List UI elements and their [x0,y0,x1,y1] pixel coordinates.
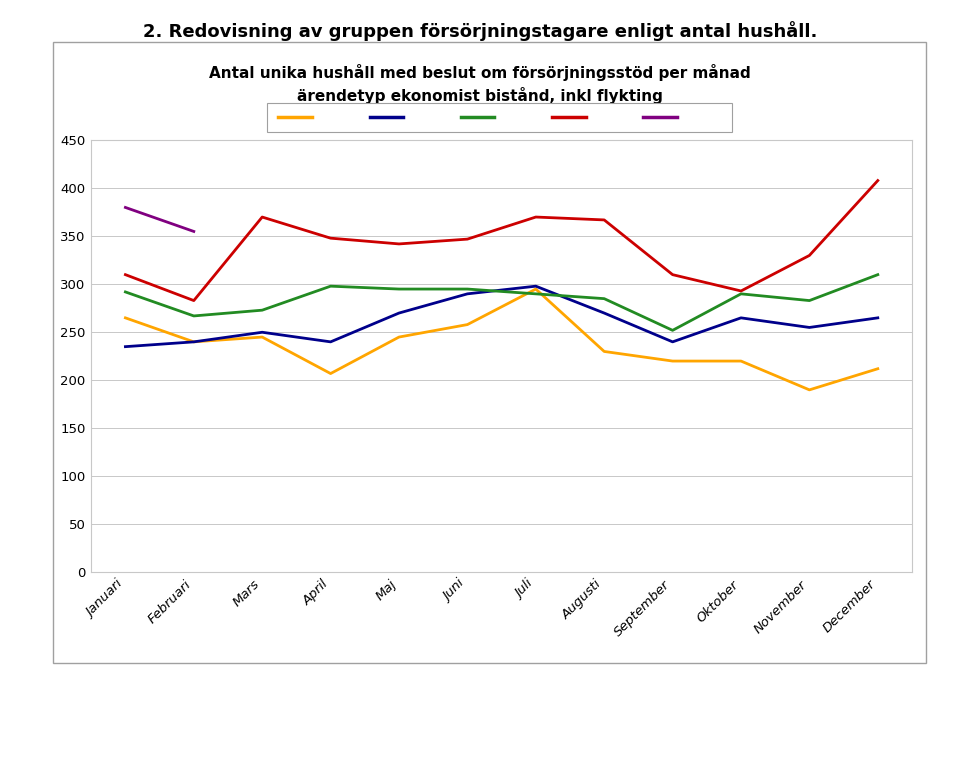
Text: Uppföljning försörjningsstöd: Uppföljning försörjningsstöd [246,722,484,737]
Text: ärendetyp ekonomist bistånd, inkl flykting: ärendetyp ekonomist bistånd, inkl flykti… [297,87,663,104]
Text: 2008: 2008 [499,111,533,124]
Text: 2006: 2006 [317,111,350,124]
Text: 2. Redovisning av gruppen försörjningstagare enligt antal hushåll.: 2. Redovisning av gruppen försörjningsta… [143,21,817,41]
Text: 2010-03-08: 2010-03-08 [721,722,815,737]
Text: Antal unika hushåll med beslut om försörjningsstöd per månad: Antal unika hushåll med beslut om försör… [209,64,751,81]
Text: 2010: 2010 [682,111,715,124]
Text: 2007: 2007 [408,111,442,124]
Text: 2009: 2009 [590,111,624,124]
Text: 2: 2 [907,722,917,737]
